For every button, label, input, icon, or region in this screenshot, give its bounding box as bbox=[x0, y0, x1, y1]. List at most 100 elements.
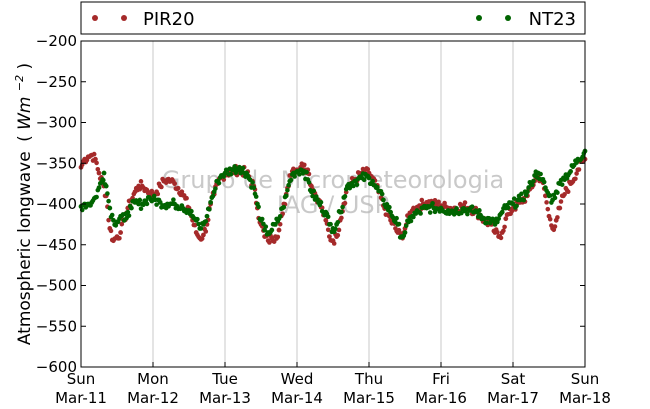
data-point bbox=[505, 205, 511, 211]
data-point bbox=[179, 189, 185, 195]
y-axis-unit-exponent: −2 bbox=[13, 75, 26, 91]
data-point bbox=[541, 179, 547, 185]
data-point bbox=[175, 185, 181, 191]
data-point bbox=[137, 197, 143, 203]
data-point bbox=[144, 201, 150, 207]
data-point bbox=[267, 240, 272, 245]
data-point bbox=[408, 218, 414, 224]
data-point bbox=[521, 197, 527, 203]
data-point bbox=[196, 221, 201, 227]
data-point bbox=[339, 209, 344, 215]
data-point bbox=[335, 232, 341, 238]
x-tick-label-weekday: Fri bbox=[432, 370, 450, 388]
data-point bbox=[277, 213, 283, 219]
data-point bbox=[573, 176, 578, 182]
series-nt23 bbox=[78, 148, 588, 240]
data-point bbox=[511, 196, 517, 201]
data-point bbox=[525, 189, 530, 195]
data-point bbox=[207, 207, 212, 212]
series-layer bbox=[78, 148, 588, 246]
data-point bbox=[106, 198, 111, 204]
data-point bbox=[137, 186, 143, 192]
y-axis-unit-close: ) bbox=[15, 63, 35, 70]
x-tick-label-date: Mar-11 bbox=[55, 389, 107, 407]
data-point bbox=[336, 227, 342, 233]
data-point bbox=[514, 203, 519, 209]
data-point bbox=[201, 232, 206, 238]
data-point bbox=[213, 186, 218, 191]
data-point bbox=[189, 208, 194, 214]
data-point bbox=[228, 171, 234, 177]
data-point bbox=[499, 209, 505, 215]
data-point bbox=[101, 177, 106, 183]
x-tick-label-date: Mar-12 bbox=[127, 389, 179, 407]
y-tick-label: −450 bbox=[36, 236, 77, 254]
data-point bbox=[552, 195, 558, 201]
data-point bbox=[94, 194, 99, 200]
x-tick-label-date: Mar-16 bbox=[415, 389, 467, 407]
legend-marker-nt23 bbox=[505, 15, 511, 21]
x-tick-label-date: Mar-14 bbox=[271, 389, 323, 407]
data-point bbox=[325, 214, 331, 219]
data-point bbox=[502, 224, 507, 230]
data-point bbox=[538, 171, 543, 177]
data-point bbox=[276, 227, 282, 233]
x-tick-label-date: Mar-13 bbox=[199, 389, 251, 407]
data-point bbox=[576, 167, 582, 172]
data-point bbox=[108, 228, 114, 234]
data-point bbox=[580, 154, 585, 160]
data-point bbox=[342, 194, 348, 199]
legend-frame bbox=[80, 1, 586, 35]
data-point bbox=[198, 226, 204, 231]
data-point bbox=[387, 204, 392, 210]
data-point bbox=[544, 200, 549, 205]
data-point bbox=[238, 170, 243, 176]
data-point bbox=[292, 174, 297, 179]
data-point bbox=[103, 183, 109, 189]
y-tick-label: −200 bbox=[36, 32, 77, 50]
data-point bbox=[496, 216, 501, 222]
data-point bbox=[501, 228, 506, 234]
data-point bbox=[335, 220, 341, 225]
data-point bbox=[519, 191, 524, 197]
data-point bbox=[565, 189, 571, 195]
y-tick-label: −550 bbox=[36, 317, 77, 335]
data-point bbox=[107, 205, 113, 211]
y-tick-label: −350 bbox=[36, 154, 77, 172]
data-point bbox=[340, 204, 345, 210]
legend-item-pir20: PIR20 bbox=[92, 9, 195, 30]
data-point bbox=[361, 177, 367, 183]
data-point bbox=[208, 199, 214, 205]
data-point bbox=[138, 179, 144, 184]
y-axis-unit-open: ( bbox=[15, 135, 35, 142]
data-point bbox=[503, 216, 509, 222]
data-point bbox=[427, 210, 433, 215]
x-tick-label-weekday: Sun bbox=[571, 370, 600, 388]
legend-marker-pir20 bbox=[121, 15, 127, 21]
data-point bbox=[568, 169, 573, 174]
y-axis-unit-base: Wm bbox=[15, 97, 35, 130]
data-point bbox=[311, 188, 317, 194]
data-point bbox=[159, 184, 164, 190]
data-point bbox=[498, 235, 504, 241]
data-point bbox=[171, 197, 176, 202]
data-point bbox=[203, 219, 209, 224]
data-point bbox=[510, 201, 516, 207]
data-point bbox=[436, 199, 441, 205]
data-point bbox=[328, 221, 333, 227]
x-tick-label-weekday: Mon bbox=[137, 370, 169, 388]
x-tick-label-date: Mar-18 bbox=[559, 389, 611, 407]
data-point bbox=[256, 204, 261, 210]
x-tick-label-weekday: Thu bbox=[354, 370, 383, 388]
data-point bbox=[555, 215, 560, 220]
data-point bbox=[379, 191, 385, 197]
data-point bbox=[286, 182, 291, 188]
data-point bbox=[95, 166, 101, 172]
data-point bbox=[259, 216, 265, 222]
data-point bbox=[251, 185, 257, 191]
data-point bbox=[210, 193, 216, 199]
legend: PIR20 NT23 bbox=[80, 1, 586, 35]
data-point bbox=[555, 190, 560, 195]
data-point bbox=[342, 200, 348, 206]
data-point bbox=[402, 230, 408, 235]
